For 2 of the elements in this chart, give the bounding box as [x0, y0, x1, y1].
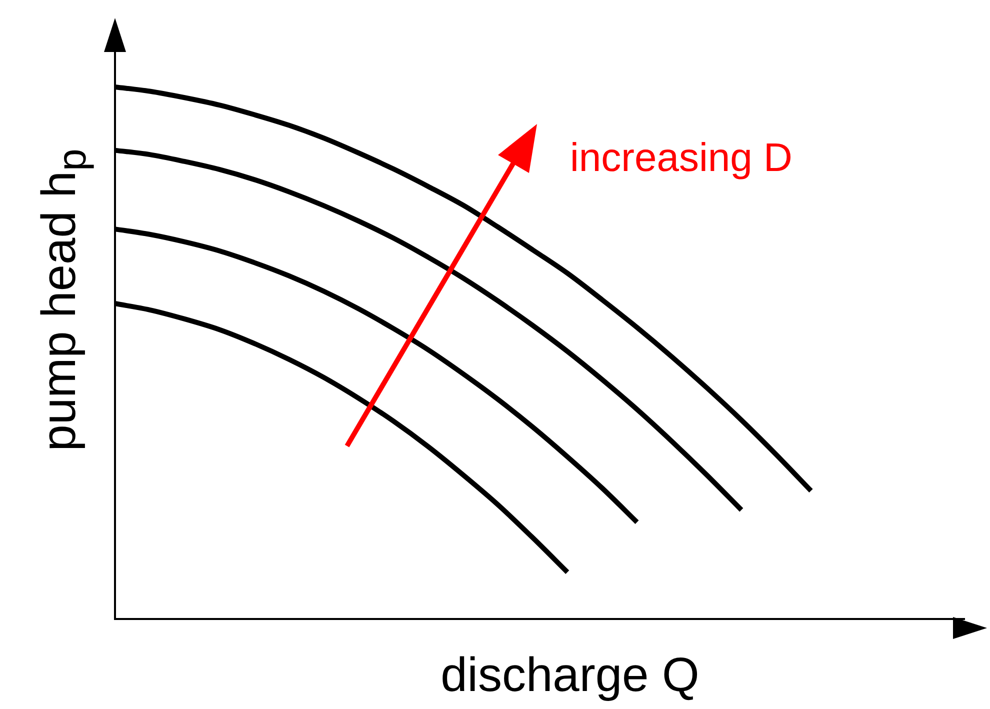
annotation: increasing D [570, 136, 792, 180]
x-axis-title: discharge Q [440, 648, 700, 704]
